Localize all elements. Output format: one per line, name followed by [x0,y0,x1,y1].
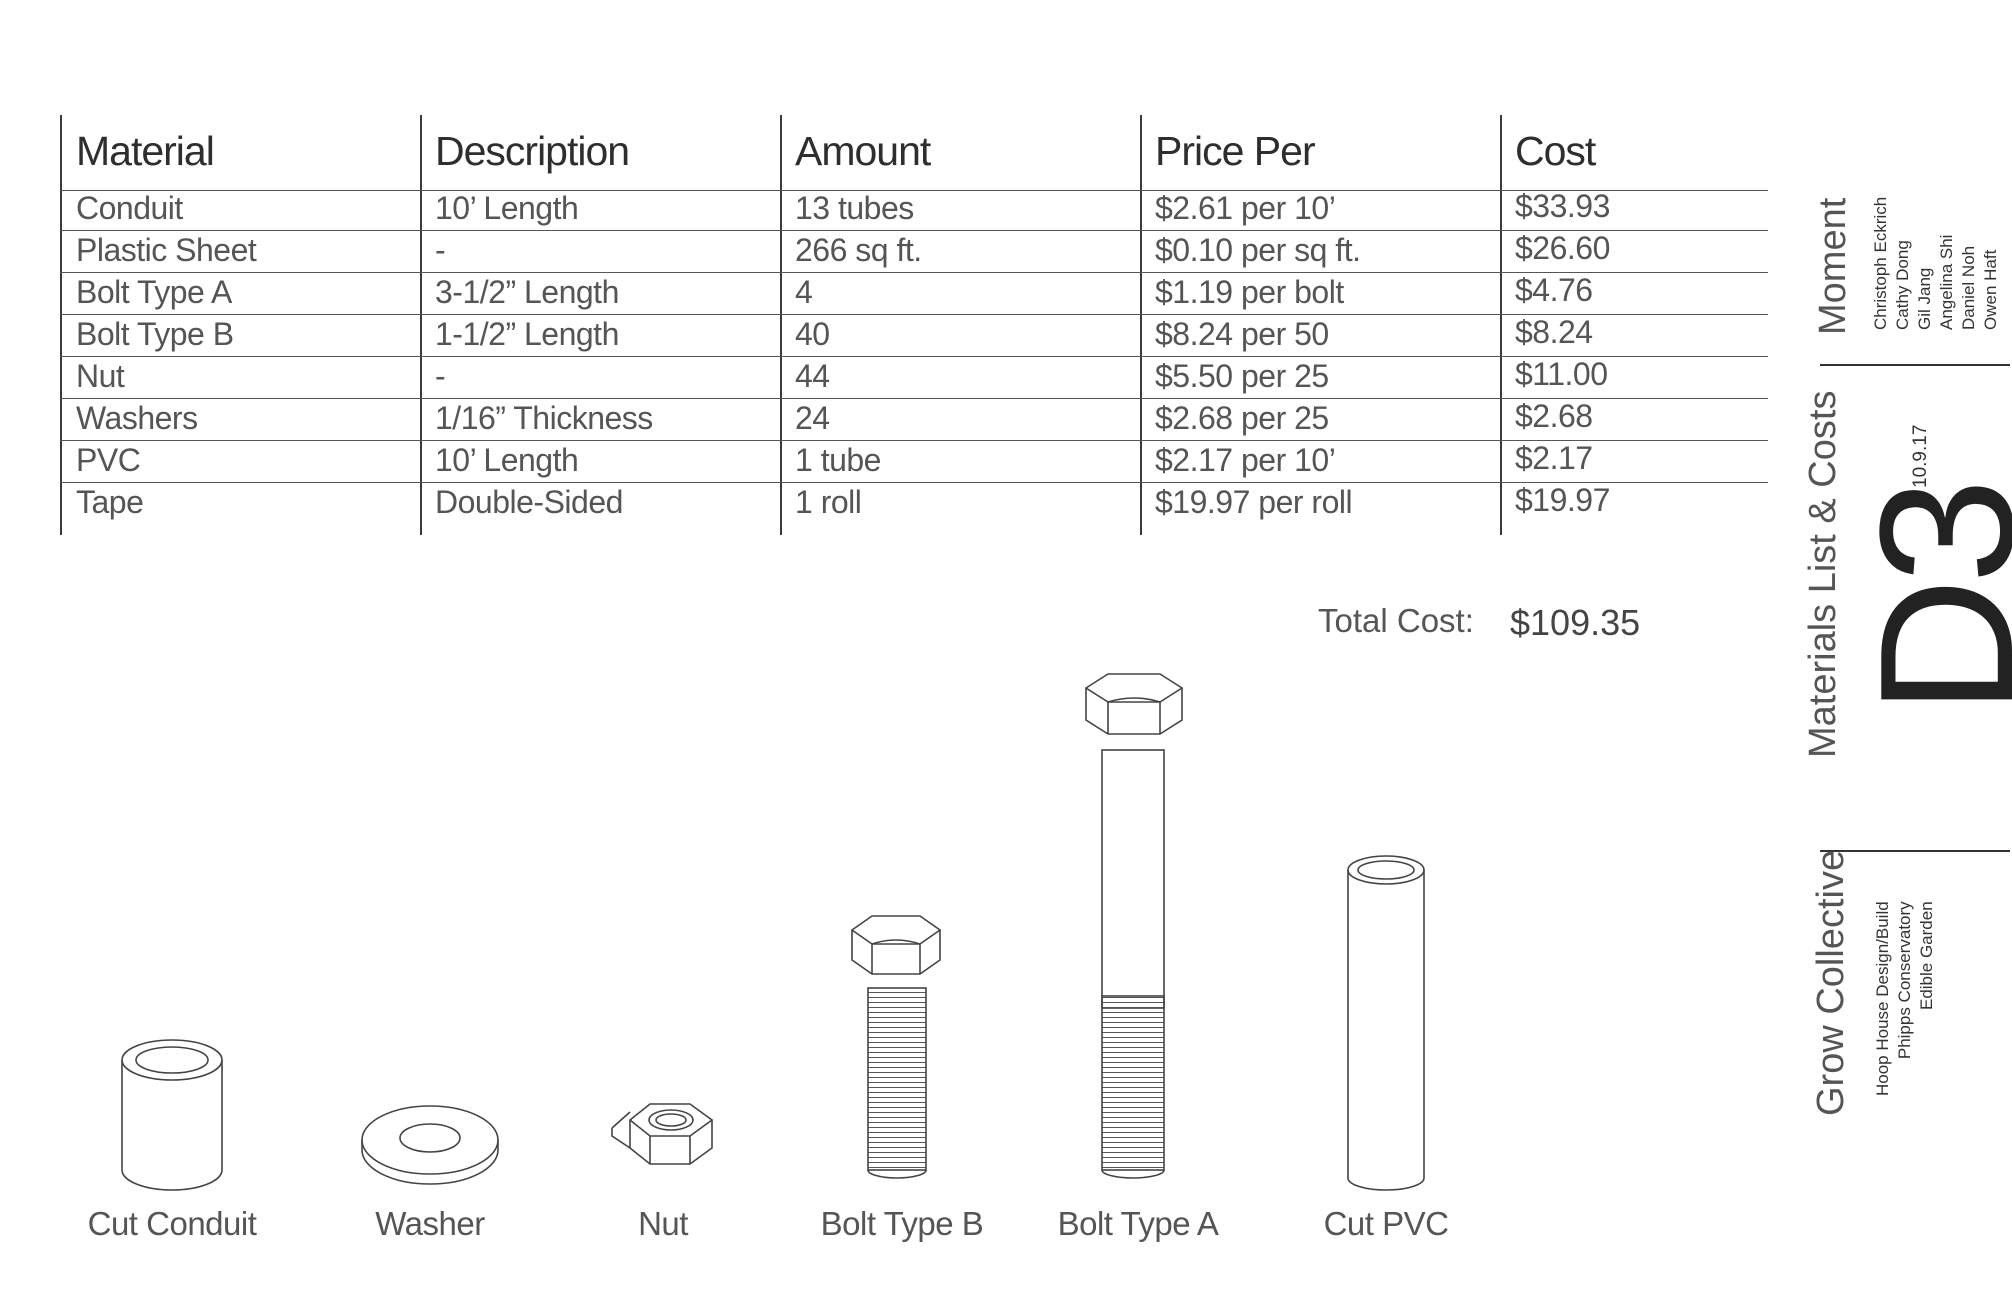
table-cell: Double-Sided [435,484,623,520]
member-name: Daniel Noh [1959,245,1978,330]
team-members: Christoph Eckrich Cathy Dong Gil Jang An… [1870,197,2002,330]
table-cell: 266 sq ft. [795,232,922,268]
table-cell: 1 tube [795,442,881,478]
table-cell: $2.17 [1515,440,1593,476]
table-cell: 4 [795,274,813,310]
table-cell: 13 tubes [795,190,914,226]
column-divider [420,115,422,535]
row-divider [60,356,1768,357]
client-name: Grow Collective [1810,849,1852,1116]
title-block-divider [1820,850,2010,852]
total-cost-label: Total Cost: [1318,602,1474,639]
table-cell: $0.10 per sq ft. [1155,232,1361,268]
washer-drawing [361,1105,499,1185]
column-divider [1140,115,1142,535]
project-line: Phipps Conservatory [1895,901,1914,1060]
caption-nut: Nut [638,1205,688,1242]
total-cost-value: $109.35 [1510,602,1641,643]
header-material: Material [76,128,215,174]
table-cell: $2.61 per 10’ [1155,190,1336,226]
table-cell: $19.97 [1515,482,1610,518]
project-line: Edible Garden [1917,901,1936,1011]
table-cell: $1.19 per bolt [1155,274,1344,310]
table-cell: 10’ Length [435,442,579,478]
row-divider [60,440,1768,441]
table-cell: Bolt Type B [76,316,234,352]
table-cell: 40 [795,316,830,352]
team-name: Moment [1812,197,1854,335]
sheet-date: 10.9.17 [1910,424,1931,488]
table-cell: $8.24 per 50 [1155,316,1329,352]
bolt-type-a-drawing [1084,673,1184,1179]
table-cell: $19.97 per roll [1155,484,1353,520]
row-divider [60,230,1768,231]
caption-bolt-type-a: Bolt Type A [1057,1205,1219,1242]
caption-cut-pvc: Cut PVC [1323,1205,1449,1242]
cut-conduit-drawing [121,1039,223,1191]
member-name: Cathy Dong [1893,240,1912,330]
table-cell: $8.24 [1515,314,1593,350]
bolt-type-b-drawing [850,915,942,1179]
table-cell: $26.60 [1515,230,1610,266]
table-cell: Plastic Sheet [76,232,257,268]
table-cell: Nut [76,358,125,394]
header-description: Description [435,128,630,174]
table-cell: 1-1/2” Length [435,316,619,352]
title-block-divider [1820,364,2010,366]
table-cell: Washers [76,400,198,436]
table-cell: - [435,358,446,394]
table-cell: $33.93 [1515,188,1610,224]
member-name: Owen Haft [1981,249,2000,330]
sheet-number: D3 [1841,484,2012,715]
table-cell: $2.68 [1515,398,1593,434]
table-cell: 3-1/2” Length [435,274,619,310]
row-divider [60,482,1768,483]
table-cell: 1/16” Thickness [435,400,653,436]
row-divider [60,272,1768,273]
table-cell: $4.76 [1515,272,1593,308]
table-cell: - [435,232,446,268]
caption-washer: Washer [375,1205,485,1242]
header-cost: Cost [1515,128,1596,174]
member-name: Gil Jang [1915,267,1934,330]
table-cell: PVC [76,442,141,478]
row-divider [60,190,1768,191]
materials-table: Material Description Amount Price Per Co… [0,0,1780,560]
header-price-per: Price Per [1155,128,1316,174]
member-name: Angelina Shi [1937,234,1956,330]
nut-drawing [611,1103,714,1165]
table-cell: Conduit [76,190,183,226]
caption-bolt-type-b: Bolt Type B [820,1205,984,1242]
table-cell: Tape [76,484,144,520]
table-cell: 10’ Length [435,190,579,226]
project-line: Hoop House Design/Build [1873,901,1892,1096]
column-divider [780,115,782,535]
table-cell: $2.17 per 10’ [1155,442,1336,478]
column-divider [60,115,62,535]
table-cell: $2.68 per 25 [1155,400,1329,436]
table-cell: 24 [795,400,830,436]
table-cell: 1 roll [795,484,862,520]
table-cell: 44 [795,358,830,394]
cut-pvc-drawing [1347,855,1425,1191]
caption-cut-conduit: Cut Conduit [87,1205,257,1242]
table-cell: Bolt Type A [76,274,232,310]
table-cell: $5.50 per 25 [1155,358,1329,394]
row-divider [60,398,1768,399]
member-name: Christoph Eckrich [1871,196,1890,330]
row-divider [60,314,1768,315]
hardware-drawings [121,673,1425,1191]
project-lines: Hoop House Design/Build Phipps Conservat… [1872,901,1938,1096]
header-amount: Amount [795,128,931,174]
table-cell: $11.00 [1515,356,1608,392]
column-divider [1500,115,1502,535]
